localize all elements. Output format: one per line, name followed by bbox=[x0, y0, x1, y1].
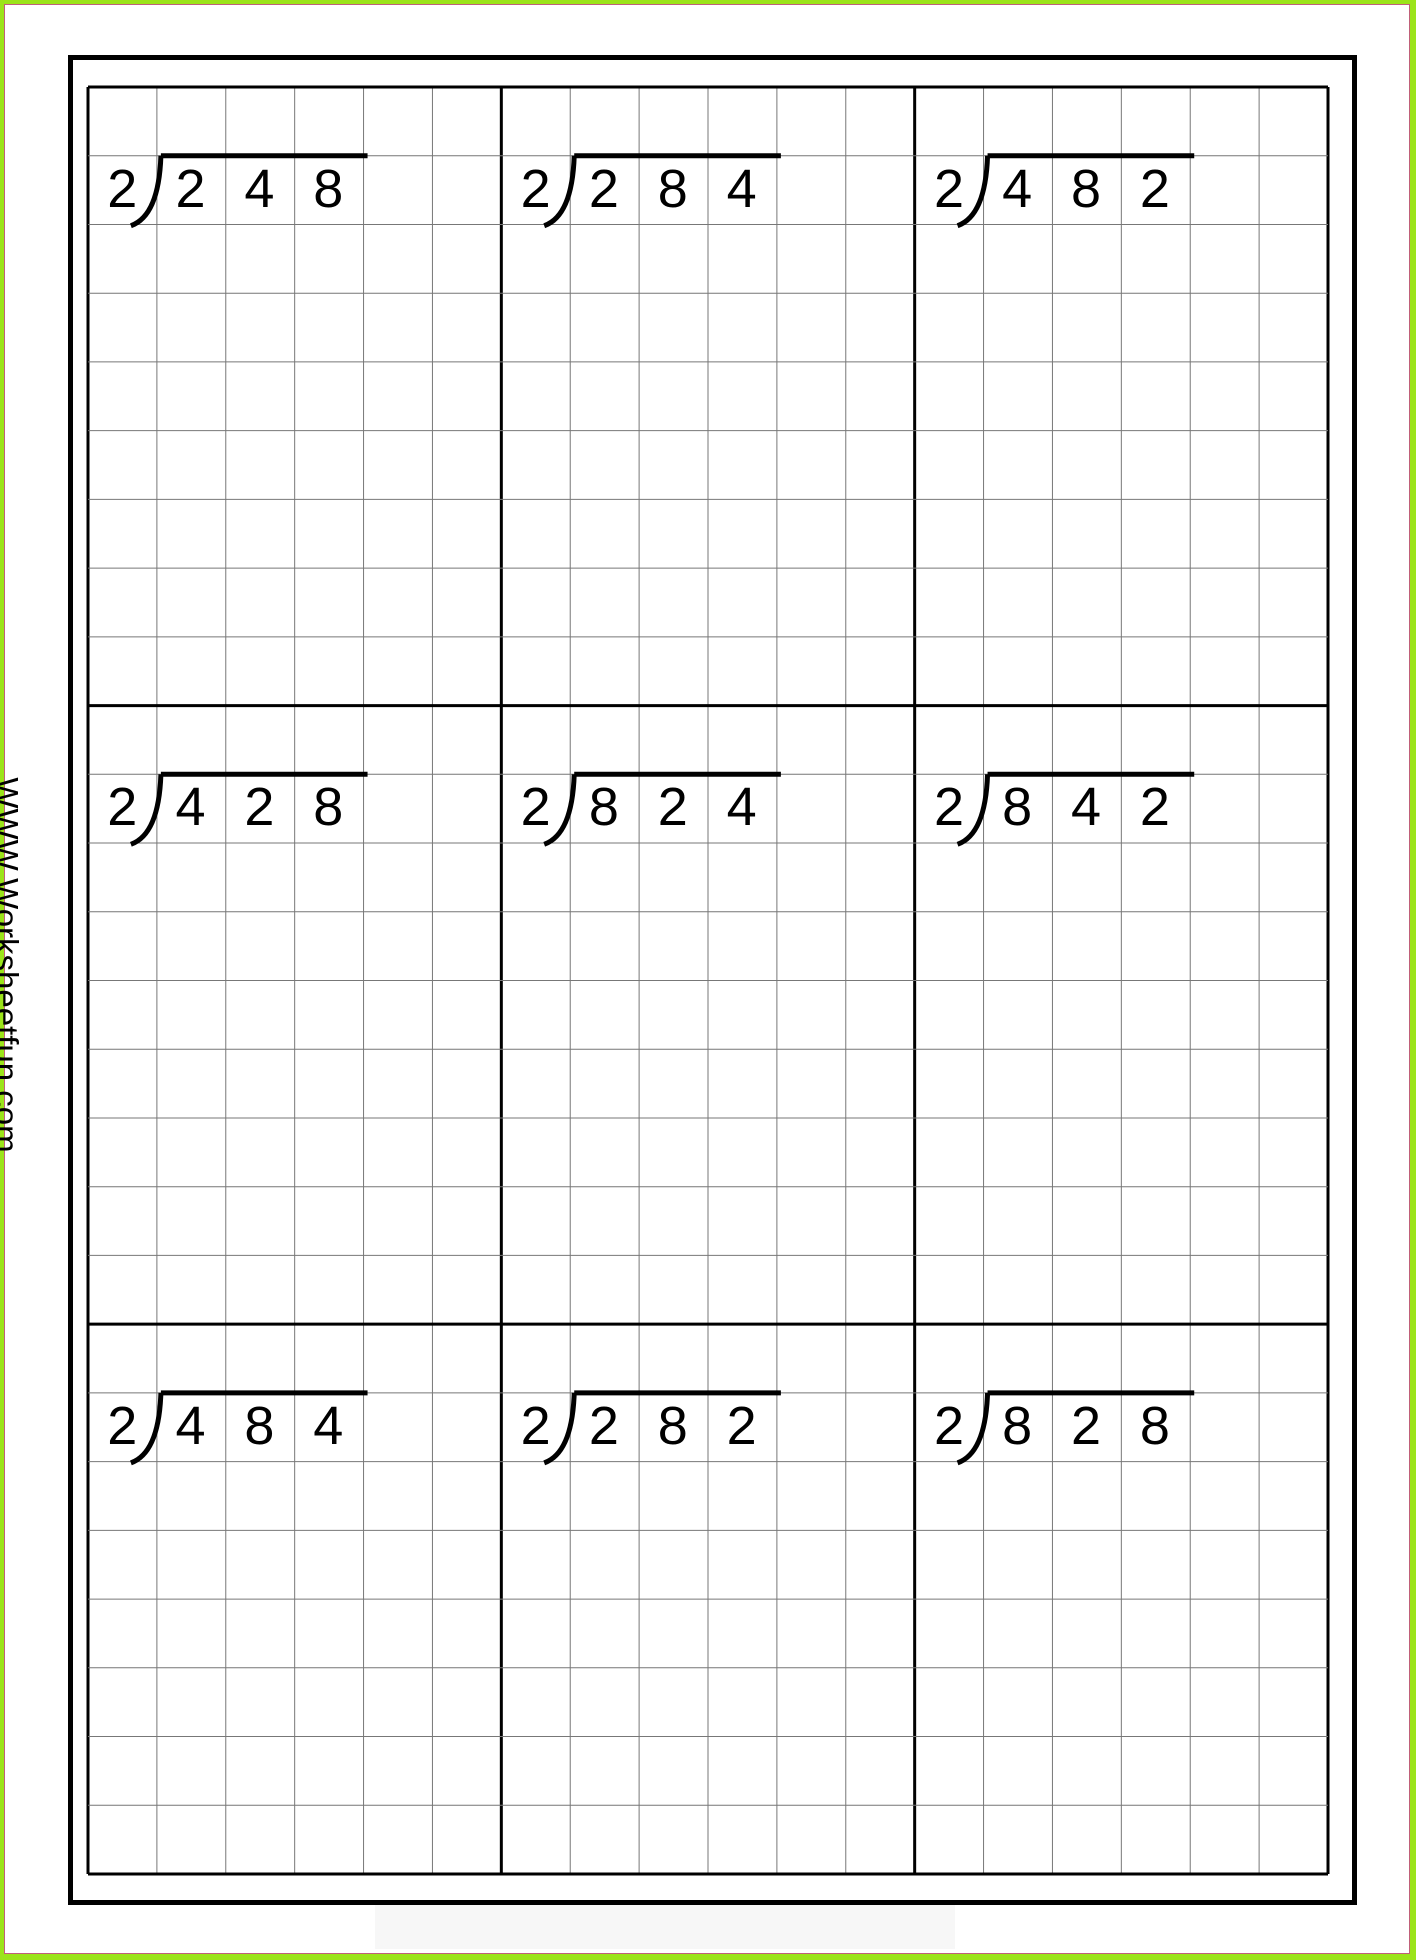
division-bracket bbox=[543, 153, 781, 229]
divisor: 2 bbox=[107, 158, 138, 219]
dividend-digit: 2 bbox=[657, 777, 688, 838]
watermark-text: WWW.Worksheetfun.com bbox=[0, 777, 25, 1153]
footer-blank-area bbox=[375, 1905, 955, 1949]
dividend-digit: 4 bbox=[726, 777, 757, 838]
dividend-digit: 8 bbox=[313, 777, 344, 838]
dividend-digit: 8 bbox=[1002, 1395, 1033, 1456]
divisor: 2 bbox=[520, 777, 551, 838]
dividend-digit: 4 bbox=[175, 1395, 206, 1456]
dividend-digit: 4 bbox=[726, 158, 757, 219]
division-bracket bbox=[543, 1390, 781, 1466]
divisor: 2 bbox=[107, 1395, 138, 1456]
dividend-digit: 4 bbox=[244, 158, 275, 219]
dividend-digit: 4 bbox=[1071, 777, 1102, 838]
dividend-digit: 2 bbox=[244, 777, 275, 838]
dividend-digit: 4 bbox=[313, 1395, 344, 1456]
dividend-digit: 2 bbox=[588, 158, 619, 219]
dividend-digit: 2 bbox=[588, 1395, 619, 1456]
worksheet-frame bbox=[68, 55, 1357, 1905]
graph-paper-grid bbox=[86, 85, 1330, 1876]
division-bracket bbox=[129, 771, 368, 847]
dividend-digit: 2 bbox=[1071, 1395, 1102, 1456]
division-bracket bbox=[543, 771, 781, 847]
dividend-digit: 4 bbox=[175, 777, 206, 838]
divisor: 2 bbox=[933, 1395, 964, 1456]
division-bracket bbox=[129, 153, 368, 229]
division-bracket bbox=[956, 1390, 1195, 1466]
divisor: 2 bbox=[520, 158, 551, 219]
dividend-digit: 2 bbox=[726, 1395, 757, 1456]
dividend-digit: 8 bbox=[1071, 158, 1102, 219]
dividend-digit: 8 bbox=[1139, 1395, 1170, 1456]
division-bracket bbox=[956, 771, 1195, 847]
divisor: 2 bbox=[933, 158, 964, 219]
dividend-digit: 2 bbox=[1139, 777, 1170, 838]
dividend-digit: 2 bbox=[175, 158, 206, 219]
dividend-digit: 8 bbox=[244, 1395, 275, 1456]
divisor: 2 bbox=[520, 1395, 551, 1456]
divisor: 2 bbox=[107, 777, 138, 838]
divisor: 2 bbox=[933, 777, 964, 838]
dividend-digit: 8 bbox=[588, 777, 619, 838]
dividend-digit: 8 bbox=[1002, 777, 1033, 838]
dividend-digit: 2 bbox=[1139, 158, 1170, 219]
dividend-digit: 4 bbox=[1002, 158, 1033, 219]
dividend-digit: 8 bbox=[313, 158, 344, 219]
dividend-digit: 8 bbox=[657, 158, 688, 219]
division-bracket bbox=[129, 1390, 368, 1466]
division-bracket bbox=[956, 153, 1195, 229]
dividend-digit: 8 bbox=[657, 1395, 688, 1456]
